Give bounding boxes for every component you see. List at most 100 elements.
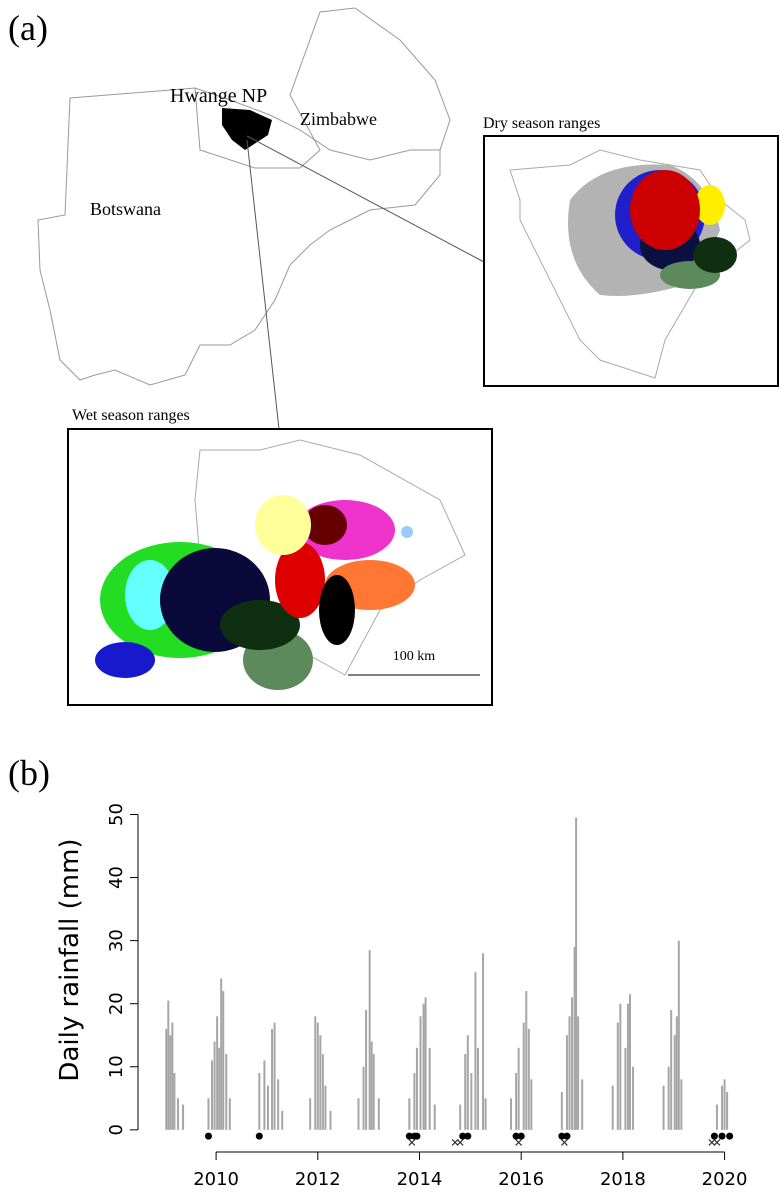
park-label: Hwange NP <box>170 85 267 107</box>
bar <box>464 1054 467 1130</box>
bar <box>424 997 427 1130</box>
bar <box>165 1028 168 1130</box>
bar <box>675 1016 678 1130</box>
bar <box>218 1047 221 1130</box>
bar <box>408 1098 411 1130</box>
park-shape <box>222 108 272 150</box>
event-cross <box>708 1139 716 1146</box>
y-tick-label: 0 <box>106 1124 127 1135</box>
bar <box>474 972 477 1130</box>
bar <box>222 991 225 1130</box>
range <box>695 185 725 225</box>
bar <box>568 1016 571 1130</box>
bar <box>372 1054 375 1130</box>
bar <box>577 1016 580 1130</box>
bar <box>522 1022 525 1130</box>
event-dot <box>563 1132 571 1140</box>
event-cross <box>451 1139 459 1146</box>
x-tick-label: 2018 <box>600 1169 646 1190</box>
event-cross <box>713 1139 721 1146</box>
bar <box>515 1073 518 1130</box>
bar <box>459 1104 462 1130</box>
bar <box>433 1104 436 1130</box>
chart: (b) Daily rainfall (mm) 0 10 20 30 40 50 2010 2… <box>8 753 747 1190</box>
event-dot <box>558 1132 566 1140</box>
bar <box>419 1016 422 1130</box>
bar <box>368 950 371 1130</box>
bar <box>510 1098 513 1130</box>
event-dot <box>405 1132 413 1140</box>
event-cross <box>515 1139 523 1146</box>
country-label: Botswana <box>90 199 161 219</box>
bar <box>673 1035 676 1130</box>
bar <box>530 1079 533 1130</box>
y-tick-label: 40 <box>106 866 127 889</box>
bar <box>362 1066 365 1130</box>
bar <box>677 940 680 1130</box>
bar <box>616 1022 619 1130</box>
range <box>275 542 325 618</box>
country-label: Zimbabwe <box>300 109 377 129</box>
event-dot <box>726 1132 734 1140</box>
bar <box>619 1003 622 1130</box>
bar <box>169 1035 172 1130</box>
bar <box>560 1091 563 1130</box>
y-tick-label: 20 <box>106 992 127 1015</box>
bar <box>377 1098 380 1130</box>
bar <box>309 1098 312 1130</box>
x-tick-label: 2016 <box>498 1169 544 1190</box>
inset-title: Wet season ranges <box>72 407 190 424</box>
bar <box>575 817 578 1130</box>
bar <box>527 1028 530 1130</box>
bar <box>319 1035 322 1130</box>
range <box>303 505 347 545</box>
bar <box>314 1016 317 1130</box>
scale-label: 100 km <box>393 649 436 664</box>
y-tick-label: 30 <box>106 929 127 952</box>
x-tick-label: 2010 <box>193 1169 239 1190</box>
event-dot <box>459 1132 467 1140</box>
bar <box>273 1022 276 1130</box>
connector <box>246 135 485 263</box>
bar <box>167 1000 170 1130</box>
bar <box>629 994 631 1130</box>
bar <box>422 1003 425 1130</box>
bar <box>277 1079 280 1130</box>
bar <box>667 1066 670 1130</box>
bar <box>329 1110 332 1130</box>
bar <box>726 1091 729 1130</box>
event-dot <box>204 1132 212 1140</box>
border <box>194 87 440 161</box>
bar <box>632 1066 635 1130</box>
bar <box>517 1047 520 1130</box>
range <box>220 600 300 650</box>
bar <box>484 1098 487 1130</box>
inset-title: Dry season ranges <box>483 115 600 132</box>
event-dot <box>413 1132 421 1140</box>
event-cross <box>456 1139 464 1146</box>
x-tick-label: 2014 <box>397 1169 443 1190</box>
country-outline <box>37 7 451 386</box>
event-cross <box>560 1139 568 1146</box>
bar <box>413 1073 416 1130</box>
bar <box>171 1022 174 1130</box>
bar <box>470 1073 473 1130</box>
event-dot <box>512 1132 520 1140</box>
y-axis-label: Daily rainfall (mm) <box>55 838 85 1081</box>
bar <box>316 1022 319 1130</box>
event-dot <box>255 1132 263 1140</box>
bar <box>213 1041 216 1130</box>
bar <box>258 1073 261 1130</box>
bar <box>207 1098 210 1130</box>
bar <box>173 1073 176 1130</box>
range <box>693 237 737 273</box>
panel-label: (b) <box>8 753 50 793</box>
bar <box>581 1079 584 1130</box>
bar <box>670 1010 673 1130</box>
bar <box>281 1110 284 1130</box>
event-dot <box>517 1132 525 1140</box>
event-dot <box>718 1132 726 1140</box>
connector <box>246 139 280 430</box>
range <box>95 642 155 678</box>
